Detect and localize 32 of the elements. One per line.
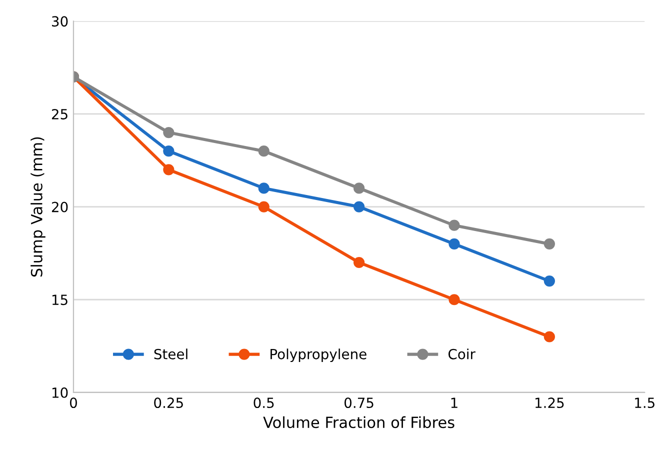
y-tick-label: 20 bbox=[52, 202, 68, 212]
point bbox=[163, 146, 174, 157]
point bbox=[353, 201, 365, 212]
point bbox=[448, 238, 460, 250]
x-tick-label: 1.5 bbox=[635, 398, 654, 408]
point bbox=[353, 182, 365, 194]
y-axis-title: Slump Value (mm) bbox=[30, 137, 46, 277]
point bbox=[448, 220, 460, 231]
point bbox=[544, 276, 555, 287]
legend-label: Coir bbox=[448, 348, 476, 360]
x-axis-title: Volume Fraction of Fibres bbox=[263, 416, 454, 428]
point bbox=[258, 146, 270, 157]
x-tick-label: 0.5 bbox=[254, 398, 274, 408]
point bbox=[353, 256, 365, 268]
point bbox=[163, 164, 174, 176]
x-tick-label: 1 bbox=[451, 398, 458, 408]
y-tick-label: 30 bbox=[52, 16, 68, 27]
x-tick-label: 0.25 bbox=[154, 398, 183, 408]
y-tick-label: 25 bbox=[52, 108, 68, 120]
y-tick-label: 15 bbox=[52, 294, 68, 306]
point bbox=[448, 294, 460, 306]
point bbox=[258, 182, 270, 194]
x-tick-label: 1.25 bbox=[535, 398, 564, 408]
legend-label: Steel bbox=[154, 348, 188, 360]
y-tick-label: 10 bbox=[52, 387, 68, 398]
point bbox=[544, 331, 555, 342]
point bbox=[544, 238, 555, 250]
point bbox=[258, 201, 270, 212]
point bbox=[163, 126, 174, 138]
x-tick-label: 0 bbox=[70, 398, 77, 408]
x-tick-label: 0.75 bbox=[344, 398, 374, 408]
legend-label: Polypropylene bbox=[270, 348, 366, 362]
